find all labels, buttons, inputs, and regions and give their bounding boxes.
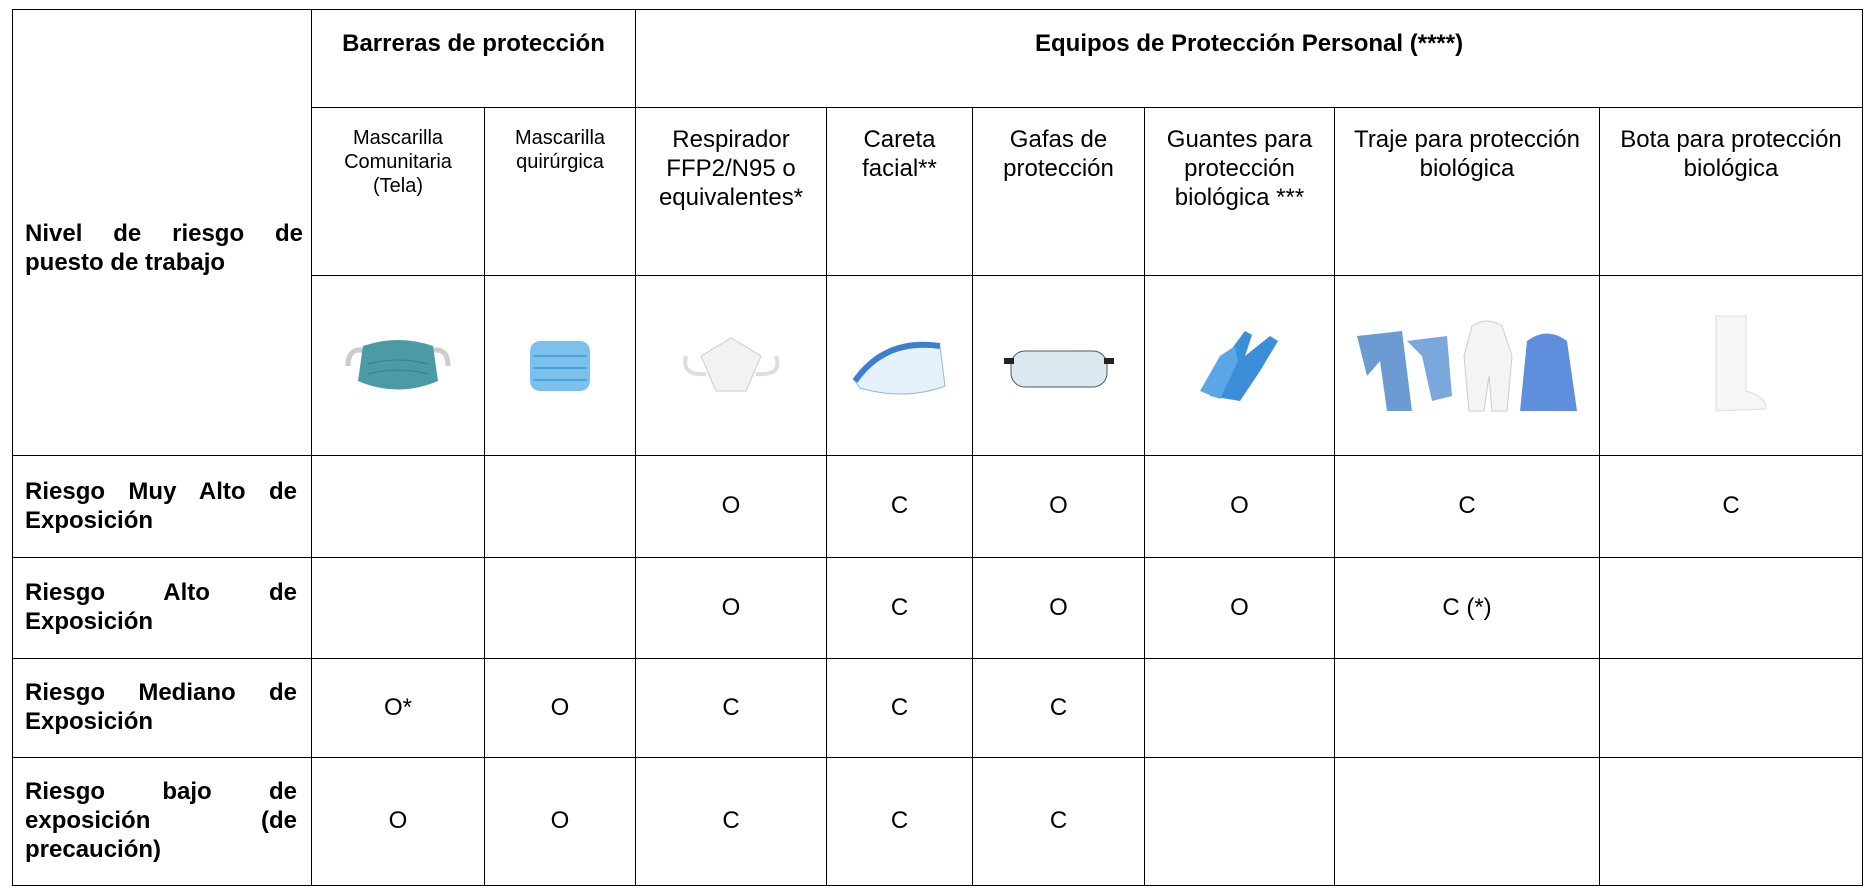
requirement-cell <box>1598 757 1864 886</box>
icon <box>683 336 780 391</box>
requirement-cell: O <box>972 557 1145 659</box>
column-header: Respirador FFP2/N95 o equivalentes* <box>635 107 827 276</box>
icon <box>530 340 590 391</box>
equipment-icon <box>311 275 485 456</box>
group-header: Equipos de Protección Personal (****) <box>634 9 1864 108</box>
column-header: Gafas de protección <box>972 107 1145 276</box>
requirement-cell: O <box>1144 455 1335 558</box>
requirement-cell <box>1144 658 1335 758</box>
requirement-cell: C (*) <box>1334 557 1600 659</box>
risk-level: Riesgo Mediano de Exposición <box>12 658 312 758</box>
requirement-cell <box>1144 757 1335 886</box>
icon <box>1715 315 1767 412</box>
corner-header: Nivel de riesgo de puesto de trabajo <box>12 9 312 456</box>
requirement-cell: O <box>972 455 1145 558</box>
requirement-cell: O <box>635 557 827 659</box>
column-header: Careta facial** <box>826 107 973 276</box>
group-header: Barreras de protección <box>311 9 636 108</box>
equipment-icon <box>826 275 973 456</box>
requirement-cell: C <box>826 455 973 558</box>
requirement-cell: O <box>311 757 485 886</box>
icon <box>852 341 946 394</box>
column-header: Mascarilla quirúrgica <box>484 107 636 276</box>
icon <box>1199 330 1278 401</box>
icon <box>345 339 451 389</box>
risk-row: Riesgo Alto de Exposición O C O O C (*) <box>12 557 1864 659</box>
requirement-cell: O <box>1144 557 1335 659</box>
icon <box>1003 350 1114 387</box>
risk-row: Riesgo bajo de exposición (de precaución… <box>12 757 1864 886</box>
equipment-icon <box>635 275 827 456</box>
requirement-cell <box>1598 658 1864 758</box>
equipment-icon <box>1144 275 1335 456</box>
requirement-cell <box>311 557 485 659</box>
column-header: Mascarilla Comunitaria (Tela) <box>311 107 485 276</box>
requirement-cell <box>484 455 636 558</box>
risk-level: Riesgo bajo de exposición (de precaución… <box>12 757 312 886</box>
column-header: Bota para protección biológica <box>1598 107 1864 276</box>
requirement-cell: O <box>484 757 636 886</box>
requirement-cell: O* <box>311 658 485 758</box>
requirement-cell: C <box>826 658 973 758</box>
column-header: Guantes para protección biológica *** <box>1144 107 1335 276</box>
equipment-icon <box>1598 275 1864 456</box>
ppe-table: Nivel de riesgo de puesto de trabajo Barr… <box>12 9 1864 886</box>
requirement-cell: C <box>1334 455 1600 558</box>
requirement-cell <box>311 455 485 558</box>
requirement-cell: C <box>635 757 827 886</box>
requirement-cell: C <box>635 658 827 758</box>
equipment-icon <box>484 275 636 456</box>
requirement-cell: C <box>826 557 973 659</box>
equipment-icon <box>972 275 1145 456</box>
requirement-cell: O <box>484 658 636 758</box>
requirement-cell <box>1598 557 1864 659</box>
column-header: Traje para protección biológica <box>1334 107 1600 276</box>
requirement-cell <box>484 557 636 659</box>
requirement-cell <box>1334 757 1600 886</box>
column-row: Mascarilla Comunitaria (Tela) Mascarilla … <box>13 107 1864 276</box>
requirement-cell: C <box>972 658 1145 758</box>
equipment-icon <box>1334 275 1600 456</box>
risk-row: Riesgo Mediano de Exposición O* O C C C <box>12 658 1864 758</box>
risk-level: Riesgo Alto de Exposición <box>12 557 312 659</box>
header-row: Nivel de riesgo de puesto de trabajo Barr… <box>12 9 1864 456</box>
requirement-cell <box>1334 658 1600 758</box>
risk-row: Riesgo Muy Alto de Exposición O C O O C C <box>12 455 1864 558</box>
requirement-cell: C <box>1598 455 1864 558</box>
requirement-cell: O <box>635 455 827 558</box>
icon <box>1357 320 1577 411</box>
requirement-cell: C <box>826 757 973 886</box>
requirement-cell: C <box>972 757 1145 886</box>
risk-level: Riesgo Muy Alto de Exposición <box>12 455 312 558</box>
